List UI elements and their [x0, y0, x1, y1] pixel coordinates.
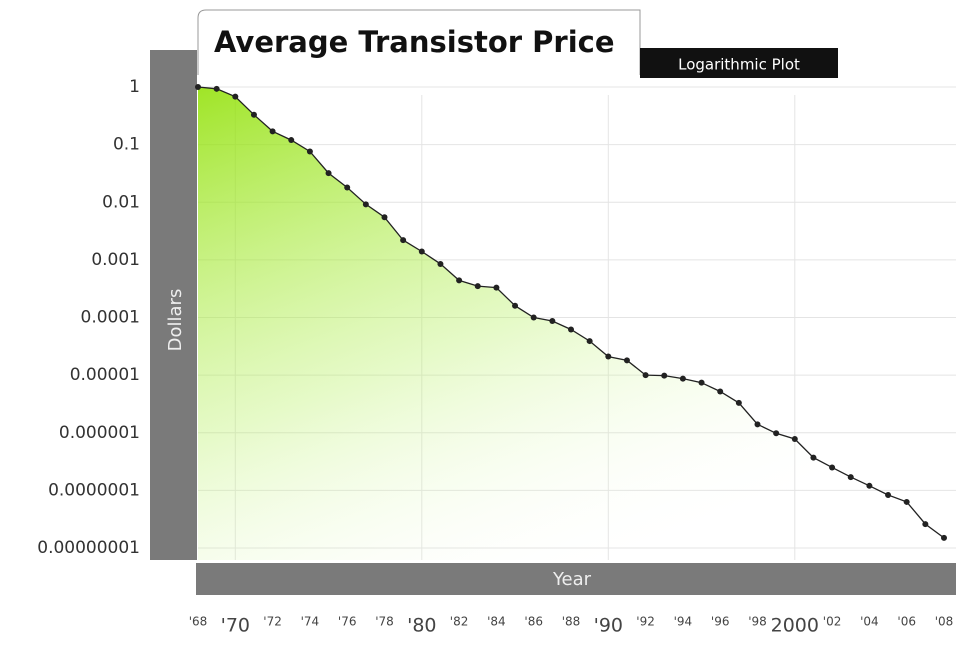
y-tick-label: 0.00001	[70, 365, 140, 385]
data-point	[344, 185, 350, 191]
x-tick-label: '70	[221, 615, 250, 637]
data-point	[829, 464, 835, 470]
data-point	[736, 400, 742, 406]
x-tick-label: '90	[594, 615, 623, 637]
data-point	[773, 430, 779, 436]
data-point	[717, 388, 723, 394]
data-point	[363, 201, 369, 207]
x-axis-label: Year	[552, 569, 592, 590]
x-tick-label: '76	[338, 615, 357, 629]
x-tick-label: '68	[189, 615, 208, 629]
x-tick-label: '06	[897, 615, 916, 629]
x-tick-label: '82	[450, 615, 469, 629]
data-point	[493, 285, 499, 291]
data-point	[288, 137, 294, 143]
chart: Average Transistor Price Logarithmic Plo…	[0, 0, 961, 641]
x-tick-label: '78	[375, 615, 394, 629]
data-point	[400, 237, 406, 243]
data-point	[643, 372, 649, 378]
y-tick-label: 0.0000001	[48, 480, 140, 500]
data-point	[232, 94, 238, 100]
y-tick-label: 0.0001	[81, 308, 140, 328]
y-tick-label: 0.01	[102, 192, 140, 212]
data-point	[885, 492, 891, 498]
data-point	[307, 148, 313, 154]
data-point	[419, 248, 425, 254]
x-tick-label: '94	[674, 615, 693, 629]
data-point	[755, 421, 761, 427]
data-point	[512, 303, 518, 309]
x-tick-label: '86	[524, 615, 543, 629]
data-point	[382, 214, 388, 220]
data-point	[475, 283, 481, 289]
data-point	[456, 277, 462, 283]
data-point	[605, 354, 611, 360]
subtitle: Logarithmic Plot	[678, 56, 800, 74]
y-tick-label: 0.1	[113, 135, 140, 155]
data-point	[680, 376, 686, 382]
area	[198, 87, 944, 560]
x-tick-label: '98	[748, 615, 767, 629]
y-tick-label: 1	[129, 77, 140, 97]
x-tick-label: '08	[935, 615, 954, 629]
x-tick-label: '04	[860, 615, 879, 629]
data-point	[848, 474, 854, 480]
data-point	[587, 338, 593, 344]
data-point	[810, 455, 816, 461]
data-point	[568, 326, 574, 332]
data-point	[699, 380, 705, 386]
data-point	[195, 84, 201, 90]
chart-title: Average Transistor Price	[214, 25, 615, 59]
x-tick-label: '80	[407, 615, 436, 637]
data-point	[437, 261, 443, 267]
x-tick-label: '92	[636, 615, 655, 629]
x-tick-label: '84	[487, 615, 506, 629]
data-point	[661, 373, 667, 379]
y-axis-label: Dollars	[165, 289, 186, 352]
y-tick-label: 0.00000001	[37, 538, 140, 558]
data-point	[270, 128, 276, 134]
data-point	[624, 357, 630, 363]
data-point	[531, 315, 537, 321]
data-point	[326, 170, 332, 176]
data-point	[214, 86, 220, 92]
data-point	[549, 318, 555, 324]
x-tick-label: '74	[301, 615, 320, 629]
x-tick-label: '88	[562, 615, 581, 629]
x-tick-label: 2000	[771, 615, 819, 637]
data-point	[251, 112, 257, 118]
data-point	[922, 521, 928, 527]
data-point	[941, 535, 947, 541]
x-tick-label: '72	[263, 615, 282, 629]
y-tick-label: 0.000001	[59, 423, 140, 443]
data-point	[792, 436, 798, 442]
data-point	[866, 483, 872, 489]
data-point	[904, 499, 910, 505]
x-tick-label: '96	[711, 615, 730, 629]
y-tick-label: 0.001	[91, 250, 140, 270]
x-tick-label: '02	[823, 615, 842, 629]
